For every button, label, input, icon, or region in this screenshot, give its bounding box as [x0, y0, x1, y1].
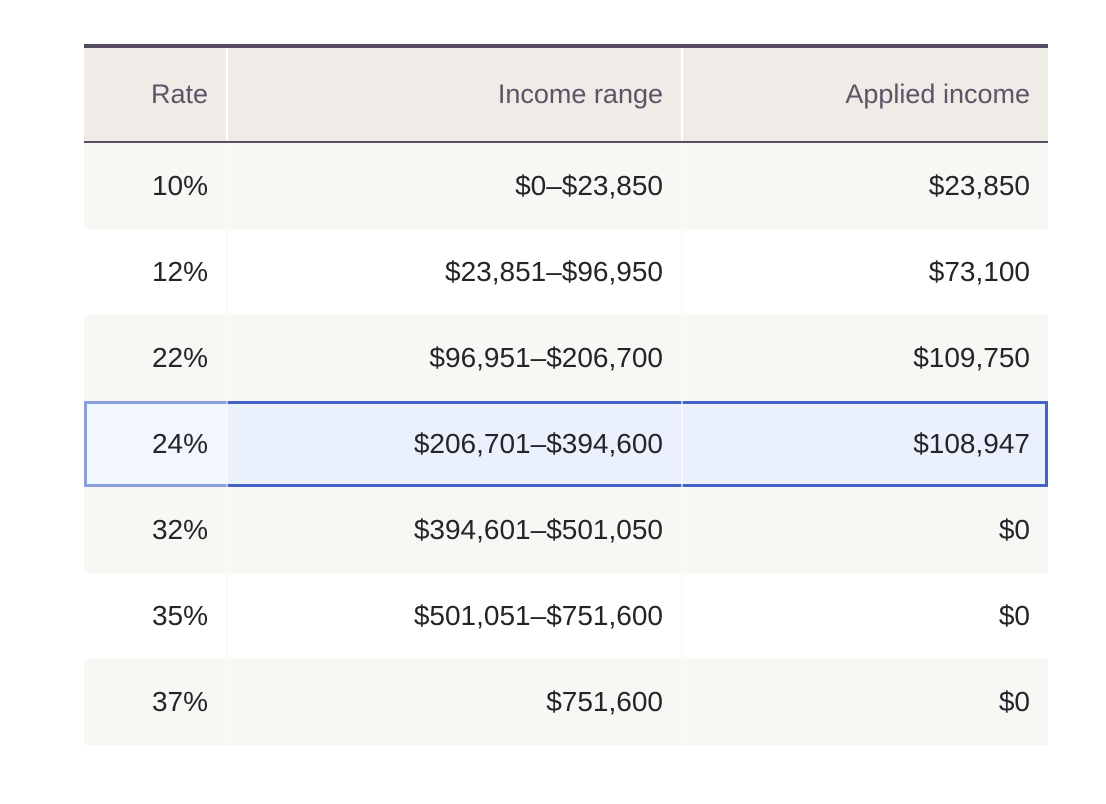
table-header-row: Rate Income range Applied income — [84, 44, 1048, 143]
rate-cell: 12% — [151, 256, 208, 287]
income-range-cell: $96,951–$206,700 — [226, 315, 681, 401]
income-range-cell: $23,851–$96,950 — [226, 229, 681, 315]
tax-brackets-table: Rate Income range Applied income 10% $0–… — [84, 44, 1048, 745]
applied-income-cell: $109,750 — [681, 315, 1048, 401]
income-range-cell: $751,600 — [226, 659, 681, 745]
column-header-rate: Rate — [150, 79, 208, 109]
table-row-12pct[interactable]: 12% $23,851–$96,950 $73,100 — [84, 229, 1048, 315]
applied-income-cell: $73,100 — [681, 229, 1048, 315]
column-header-income-range: Income range — [226, 48, 681, 141]
income-range-cell: $0–$23,850 — [226, 143, 681, 229]
rate-cell: 32% — [151, 514, 208, 545]
rate-cell: 24% — [84, 401, 226, 487]
table-row-24pct-selected[interactable]: 24% $206,701–$394,600 $108,947 — [84, 401, 1048, 487]
applied-income-cell: $0 — [681, 659, 1048, 745]
applied-income-cell: $0 — [681, 573, 1048, 659]
rate-cell: 10% — [151, 170, 208, 201]
rate-cell: 35% — [151, 600, 208, 631]
table-row-22pct[interactable]: 22% $96,951–$206,700 $109,750 — [84, 315, 1048, 401]
income-range-cell: $501,051–$751,600 — [226, 573, 681, 659]
rate-cell: 22% — [151, 342, 208, 373]
table-row-32pct[interactable]: 32% $394,601–$501,050 $0 — [84, 487, 1048, 573]
table-row-37pct[interactable]: 37% $751,600 $0 — [84, 659, 1048, 745]
income-range-cell: $394,601–$501,050 — [226, 487, 681, 573]
applied-income-cell: $23,850 — [681, 143, 1048, 229]
income-range-cell: $206,701–$394,600 — [226, 401, 681, 487]
column-header-applied-income: Applied income — [681, 48, 1048, 141]
rate-cell: 37% — [151, 686, 208, 717]
applied-income-cell: $0 — [681, 487, 1048, 573]
table-row-35pct[interactable]: 35% $501,051–$751,600 $0 — [84, 573, 1048, 659]
table-row-10pct[interactable]: 10% $0–$23,850 $23,850 — [84, 143, 1048, 229]
applied-income-cell: $108,947 — [681, 401, 1048, 487]
